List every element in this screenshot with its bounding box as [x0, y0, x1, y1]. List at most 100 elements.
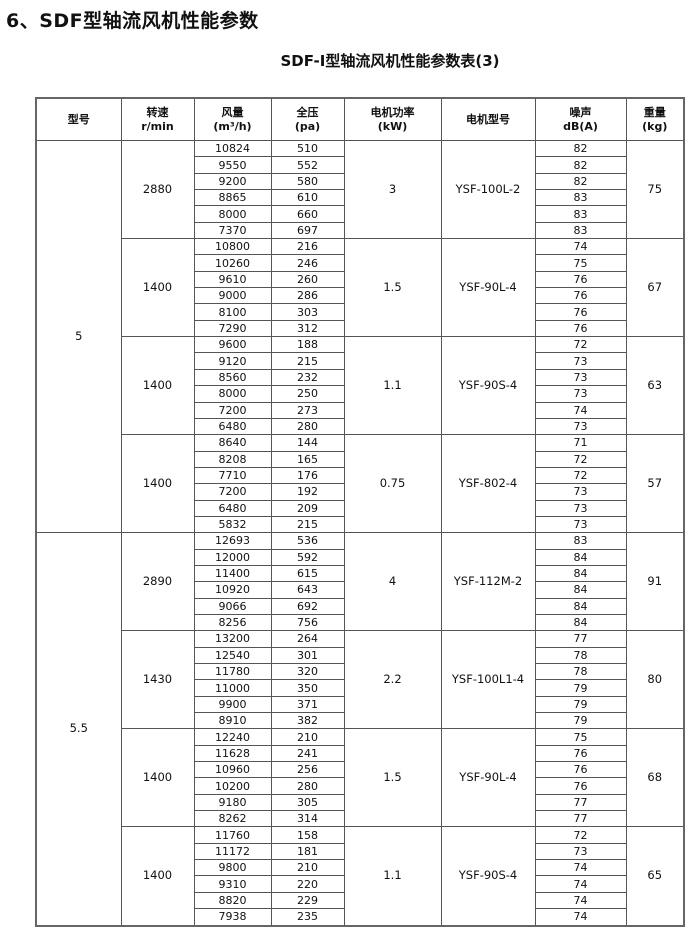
- airflow-cell: 9600: [193, 336, 272, 354]
- header-unit: (m³/h): [213, 119, 252, 133]
- motor-power-cell: 0.75: [343, 434, 442, 534]
- speed-cell: 2880: [120, 139, 195, 240]
- noise-cell: 76: [534, 319, 627, 338]
- weight-cell: 63: [625, 336, 685, 436]
- table-row: 8100 303 76: [36, 303, 684, 321]
- table-row: 8000 250 73: [36, 385, 684, 403]
- pressure-cell: 350: [270, 679, 345, 697]
- noise-cell: 77: [534, 810, 627, 828]
- header-label: 噪声: [569, 105, 592, 119]
- performance-table: 型号 转速 r/min 风量 (m³/h) 全压 (pa) 电机功率 (kW) 电机型号 噪声 dB(…: [35, 97, 685, 927]
- pressure-cell: 216: [270, 238, 345, 256]
- noise-cell: 84: [534, 613, 627, 632]
- noise-cell: 74: [534, 908, 627, 926]
- pressure-cell: 552: [270, 156, 345, 174]
- speed-cell: 1400: [120, 238, 195, 338]
- airflow-cell: 7290: [193, 319, 272, 338]
- pressure-cell: 215: [270, 515, 345, 534]
- airflow-cell: 8100: [193, 303, 272, 321]
- airflow-cell: 11172: [193, 842, 272, 861]
- motor-power-cell: 1.1: [343, 826, 442, 926]
- noise-cell: 72: [534, 336, 627, 354]
- airflow-cell: 10200: [193, 777, 272, 795]
- weight-cell: 68: [625, 728, 685, 828]
- airflow-cell: 10800: [193, 238, 272, 256]
- noise-cell: 76: [534, 744, 627, 763]
- airflow-cell: 8256: [193, 613, 272, 632]
- airflow-cell: 9800: [193, 859, 272, 877]
- noise-cell: 72: [534, 826, 627, 844]
- airflow-cell: 12240: [193, 728, 272, 746]
- table-row: 5 2880 10824 510 3 YSF-100L-2 82 75: [35, 139, 685, 534]
- noise-cell: 79: [534, 712, 627, 730]
- header-unit: (pa): [294, 119, 321, 133]
- airflow-cell: 12693: [193, 532, 272, 550]
- pressure-cell: 256: [270, 761, 345, 779]
- weight-cell: 65: [625, 826, 685, 926]
- table-row: 10260 246 75: [36, 254, 684, 272]
- airflow-cell: 9550: [193, 156, 272, 174]
- speed-cell: 1400: [120, 434, 195, 534]
- motor-model-cell: YSF-112M-2: [440, 532, 536, 632]
- airflow-cell: 11780: [193, 662, 272, 681]
- pressure-cell: 303: [270, 303, 345, 321]
- motor-model-cell: YSF-90L-4: [440, 728, 536, 828]
- weight-cell: 91: [625, 532, 685, 632]
- motor-power-cell: 2.2: [343, 630, 442, 730]
- airflow-cell: 12000: [193, 548, 272, 566]
- pressure-cell: 301: [270, 646, 345, 665]
- noise-cell: 76: [534, 270, 627, 289]
- noise-cell: 72: [534, 450, 627, 468]
- table-row: 8820 229 74: [36, 891, 684, 910]
- section-title: 6、SDF型轴流风机性能参数: [6, 10, 259, 32]
- speed-cell: 1430: [120, 630, 195, 730]
- table-row: 9310 220 74: [36, 875, 684, 893]
- motor-model-cell: YSF-90S-4: [440, 826, 536, 926]
- header-pressure: 全压 (pa): [270, 97, 345, 141]
- motor-power-cell: 1.5: [343, 728, 442, 828]
- motor-model-cell: YSF-90L-4: [440, 238, 536, 338]
- pressure-cell: 320: [270, 662, 345, 681]
- weight-cell: 75: [625, 139, 685, 240]
- airflow-cell: 10260: [193, 254, 272, 272]
- motor-power-cell: 1.1: [343, 336, 442, 436]
- pressure-cell: 215: [270, 352, 345, 370]
- pressure-cell: 371: [270, 695, 345, 714]
- header-unit: r/min: [141, 119, 174, 133]
- airflow-cell: 8910: [193, 712, 272, 730]
- airflow-cell: 6480: [193, 417, 272, 436]
- pressure-cell: 144: [270, 434, 345, 452]
- noise-cell: 77: [534, 630, 627, 648]
- airflow-cell: 8000: [193, 205, 272, 223]
- airflow-cell: 11000: [193, 679, 272, 697]
- noise-cell: 73: [534, 515, 627, 534]
- noise-cell: 72: [534, 466, 627, 485]
- pressure-cell: 210: [270, 859, 345, 877]
- pressure-cell: 580: [270, 172, 345, 191]
- header-motor-power: 电机功率 (kW): [343, 97, 442, 141]
- airflow-cell: 9120: [193, 352, 272, 370]
- pressure-cell: 246: [270, 254, 345, 272]
- pressure-cell: 176: [270, 466, 345, 485]
- motor-power-cell: 1.5: [343, 238, 442, 338]
- table-row: 12540 301 78: [36, 646, 684, 665]
- pressure-cell: 382: [270, 712, 345, 730]
- noise-cell: 74: [534, 401, 627, 419]
- table-row: 8208 165 72: [36, 450, 684, 468]
- noise-cell: 76: [534, 287, 627, 305]
- header-label: 电机型号: [466, 112, 510, 126]
- noise-cell: 75: [534, 728, 627, 746]
- noise-cell: 82: [534, 156, 627, 174]
- table-row: 1400 8640 144 0.75 YSF-802-4 71 57: [36, 434, 685, 534]
- pressure-cell: 165: [270, 450, 345, 468]
- airflow-cell: 10920: [193, 581, 272, 599]
- header-unit: dB(A): [563, 119, 598, 133]
- noise-cell: 74: [534, 238, 627, 256]
- table-row: 9000 286 76: [36, 287, 684, 305]
- airflow-cell: 9900: [193, 695, 272, 714]
- weight-cell: 80: [625, 630, 685, 730]
- noise-cell: 73: [534, 483, 627, 501]
- pressure-cell: 273: [270, 401, 345, 419]
- noise-cell: 83: [534, 205, 627, 223]
- header-motor-model: 电机型号: [440, 97, 536, 141]
